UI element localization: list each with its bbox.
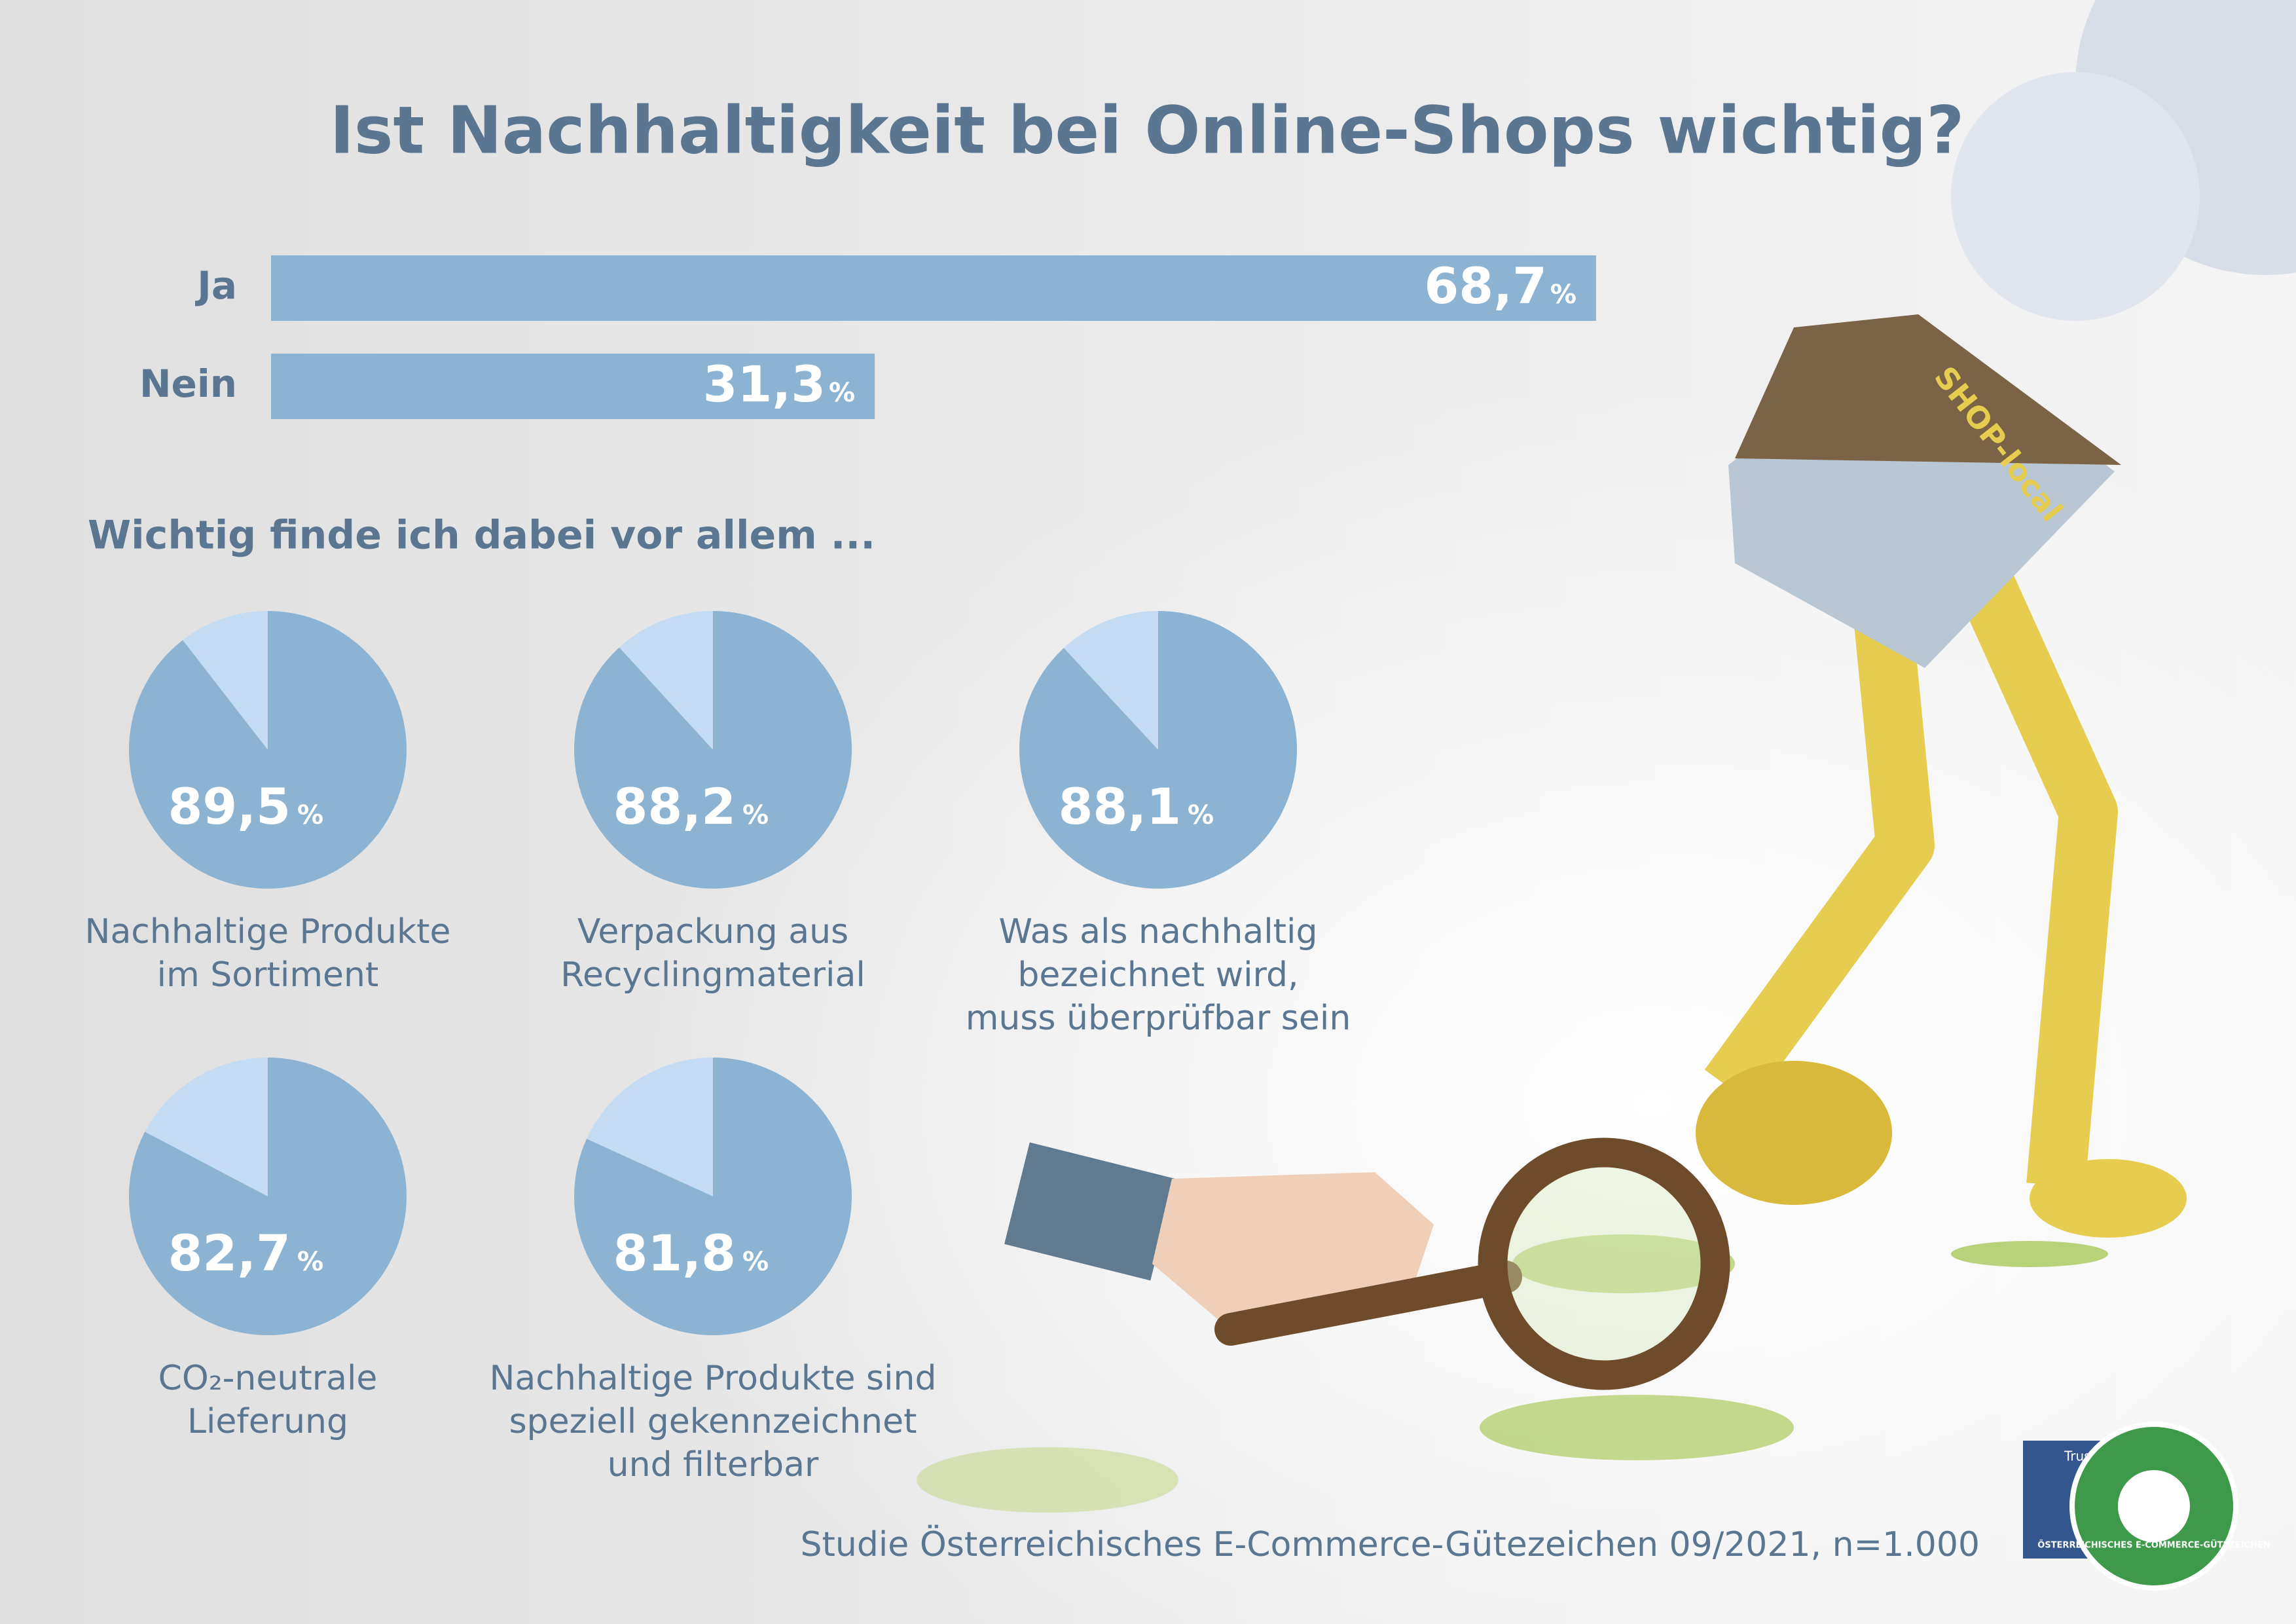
roof (1735, 314, 2121, 465)
category-label: Nachhaltige Produkte im Sortiment (84, 912, 451, 995)
category-label: CO₂-neutrale Lieferung (158, 1359, 378, 1441)
category-label: Was als nachhaltig bezeichnet wird, muss… (965, 912, 1351, 1038)
bar (271, 255, 1596, 321)
pie-slice (574, 1058, 852, 1335)
footprint (1480, 1395, 1794, 1460)
pie-slice (129, 611, 407, 889)
value-label: 81,8 (613, 1224, 736, 1282)
footprint (1512, 1234, 1735, 1293)
footprint (917, 1447, 1178, 1513)
category-label: Nein (139, 361, 237, 406)
shoe (2030, 1159, 2187, 1238)
shoe (1696, 1061, 1892, 1205)
magnifier-handle (1214, 1261, 1522, 1346)
source-note: Studie Österreichisches E-Commerce-Gütez… (800, 1524, 1980, 1564)
deco-circle (1951, 72, 2200, 321)
logo-text: ÖSTERREICHISCHES E-COMMERCE-GÜTEZEICHEN (2037, 1540, 2270, 1551)
illustration: SHOP-local Trust Mark ÖSTERREICHISCHES E… (917, 314, 2270, 1591)
value-unit: % (829, 378, 855, 408)
category-label: Nachhaltige Produkte sind speziell geken… (489, 1359, 937, 1485)
value-label: 82,7 (168, 1224, 291, 1282)
pie-slice (129, 1058, 407, 1336)
magnifier (1478, 1137, 1730, 1390)
pie-slice (1019, 611, 1297, 889)
value-unit: % (1550, 280, 1576, 310)
shadow (1951, 1241, 2108, 1267)
value-label: 31,3 (703, 355, 826, 413)
value-label: 89,5 (168, 777, 291, 836)
category-label: Verpackung aus Recyclingmaterial (560, 912, 866, 995)
value-unit: % (1188, 800, 1214, 830)
value-unit: % (297, 800, 323, 830)
chart-title: Ist Nachhaltigkeit bei Online-Shops wich… (330, 92, 1965, 168)
value-label: 88,2 (613, 777, 736, 836)
sleeve (1004, 1142, 1176, 1281)
value-unit: % (742, 800, 769, 830)
pie-slice (574, 611, 852, 889)
value-unit: % (297, 1247, 323, 1277)
leg (1937, 525, 2118, 1188)
leg (1704, 573, 1935, 1105)
value-label: 88,1 (1058, 777, 1181, 836)
chart-subtitle: Wichtig finde ich dabei vor allem ... (88, 513, 875, 559)
value-label: 68,7 (1424, 257, 1547, 315)
category-label: Ja (194, 263, 237, 308)
logo-seal-center (2118, 1470, 2190, 1542)
bar (271, 354, 875, 419)
value-unit: % (742, 1247, 769, 1277)
